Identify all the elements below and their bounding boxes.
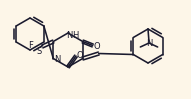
Text: O: O [93, 42, 100, 51]
Text: F: F [29, 40, 33, 50]
Text: N: N [146, 39, 152, 48]
Text: H: H [72, 30, 78, 40]
Text: O: O [77, 50, 83, 59]
Text: N: N [54, 55, 61, 64]
Text: S: S [37, 47, 42, 56]
Text: N: N [66, 30, 72, 40]
